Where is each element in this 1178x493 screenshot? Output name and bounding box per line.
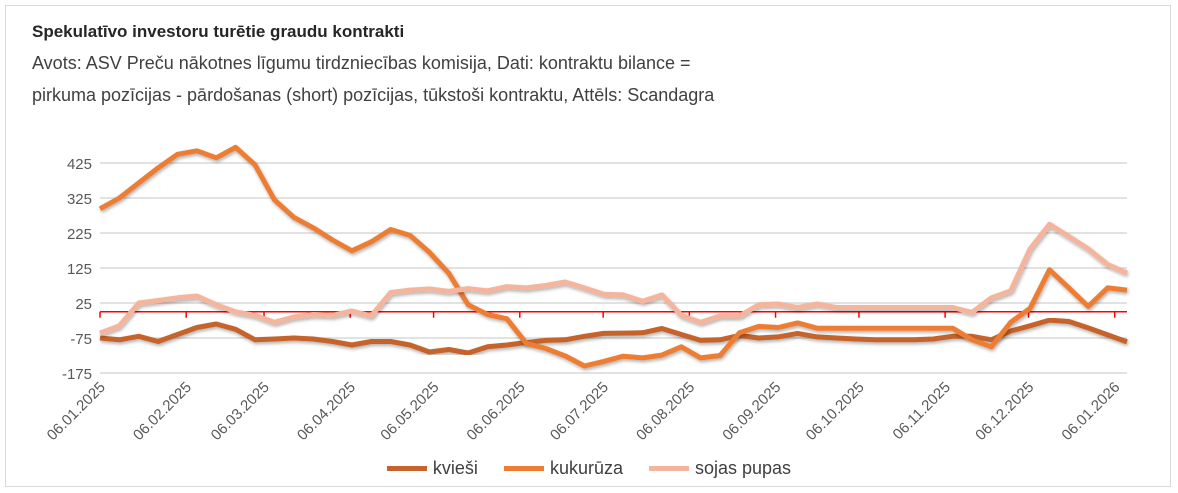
x-tick-label: 06.07.2025 bbox=[547, 379, 612, 444]
y-tick-label: 425 bbox=[67, 156, 92, 173]
series-line-0 bbox=[99, 317, 1128, 356]
x-tick-label: 06.01.2026 bbox=[1058, 379, 1123, 444]
legend-swatch bbox=[503, 466, 544, 471]
y-tick-label: 25 bbox=[75, 296, 92, 313]
x-tick-label: 06.05.2025 bbox=[377, 379, 442, 444]
x-tick-label: 06.09.2025 bbox=[719, 379, 784, 444]
y-tick-label: -175 bbox=[62, 366, 92, 383]
y-tick-label: 125 bbox=[67, 261, 92, 278]
legend-label: sojas pupas bbox=[694, 458, 792, 478]
legend-swatch bbox=[648, 466, 689, 471]
chart-frame bbox=[5, 5, 1171, 487]
chart-subtitle-line-1: Avots: ASV Preču nākotnes līgumu tirdzni… bbox=[32, 53, 691, 73]
x-tick-label: 06.11.2025 bbox=[890, 379, 954, 443]
legend-item: kukurūza bbox=[503, 458, 623, 479]
x-tick-label: 06.02.2025 bbox=[130, 379, 195, 444]
x-tick-label: 06.03.2025 bbox=[208, 379, 273, 444]
y-tick-label: -75 bbox=[70, 331, 92, 348]
series-line-2 bbox=[99, 221, 1128, 336]
legend-item: sojas pupas bbox=[648, 458, 792, 479]
legend-swatch bbox=[386, 466, 427, 471]
x-tick-label: 06.12.2025 bbox=[972, 379, 1037, 444]
chart-subtitle-line-2: pirkuma pozīcijas - pārdošanas (short) p… bbox=[32, 85, 715, 105]
x-tick-label: 06.06.2025 bbox=[463, 379, 528, 444]
y-tick-label: 225 bbox=[67, 226, 92, 243]
y-tick-label: 325 bbox=[67, 191, 92, 208]
legend-label: kukurūza bbox=[549, 458, 623, 478]
series-line-1 bbox=[98, 144, 1128, 369]
legend-item: kvieši bbox=[386, 458, 478, 479]
x-tick-label: 06.01.2025 bbox=[44, 379, 109, 444]
chart-title: Spekulatīvo investoru turētie graudu kon… bbox=[32, 22, 405, 41]
x-tick-label: 06.04.2025 bbox=[294, 379, 359, 444]
x-tick-label: 06.10.2025 bbox=[803, 379, 868, 444]
legend-label: kvieši bbox=[432, 458, 478, 478]
legend: kvieši kukurūza sojas pupas bbox=[0, 458, 1178, 479]
x-tick-label: 06.08.2025 bbox=[633, 379, 698, 444]
